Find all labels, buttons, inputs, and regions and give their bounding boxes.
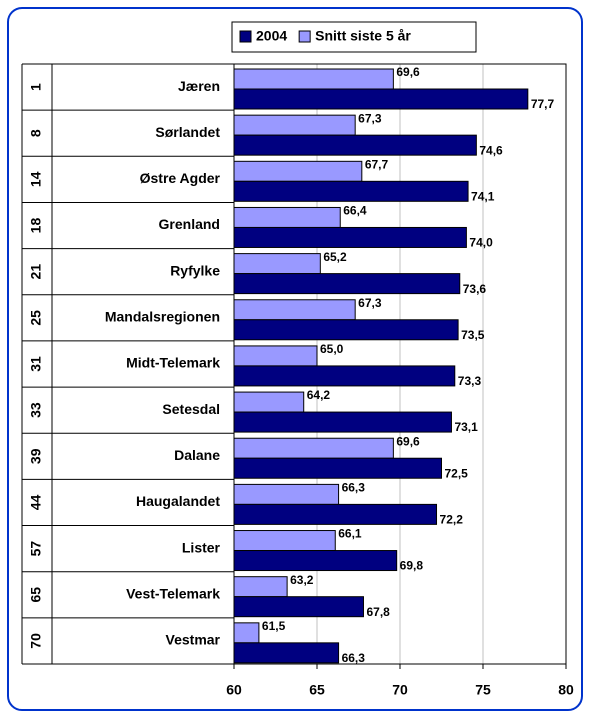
rank-label: 39 — [28, 448, 44, 464]
category-label: Midt-Telemark — [126, 355, 220, 371]
bar — [233, 642, 340, 664]
x-tick-label: 75 — [475, 682, 491, 698]
category-label: Mandalsregionen — [105, 309, 220, 325]
category-label: Jæren — [178, 78, 220, 94]
bar — [233, 391, 305, 413]
rank-label: 8 — [28, 129, 44, 137]
legend-label: Snitt siste 5 år — [315, 28, 411, 44]
legend-label: 2004 — [256, 28, 287, 44]
bar — [233, 530, 336, 552]
value-label: 73,1 — [454, 420, 478, 434]
bar — [233, 206, 341, 228]
rank-label: 1 — [28, 83, 44, 91]
bar — [233, 503, 438, 525]
value-label: 66,1 — [338, 527, 362, 541]
legend-swatch — [239, 30, 252, 43]
value-label: 74,6 — [479, 143, 503, 157]
bar — [233, 180, 469, 202]
rank-label: 14 — [28, 171, 44, 187]
bar — [233, 226, 467, 248]
x-tick-label: 60 — [226, 682, 242, 698]
x-tick-label: 65 — [309, 682, 325, 698]
category-label: Lister — [182, 539, 221, 555]
value-label: 67,7 — [365, 157, 389, 171]
rank-label: 65 — [28, 587, 44, 603]
bar — [233, 345, 318, 367]
category-label: Ryfylke — [170, 262, 220, 278]
value-label: 67,8 — [366, 605, 390, 619]
rank-label: 25 — [28, 310, 44, 326]
rank-label: 31 — [28, 356, 44, 372]
category-label: Vest-Telemark — [126, 585, 220, 601]
category-label: Dalane — [174, 447, 220, 463]
value-label: 73,5 — [461, 328, 485, 342]
value-label: 69,6 — [396, 65, 420, 79]
value-label: 64,2 — [307, 388, 331, 402]
value-label: 69,6 — [396, 434, 420, 448]
bar — [233, 622, 260, 644]
rank-label: 33 — [28, 402, 44, 418]
value-label: 66,3 — [342, 481, 366, 495]
value-label: 67,3 — [358, 296, 382, 310]
bar — [233, 457, 442, 479]
plot-border — [233, 63, 567, 665]
category-label: Østre Agder — [140, 170, 221, 186]
value-label: 66,4 — [343, 204, 367, 218]
bar — [233, 365, 456, 387]
bar — [233, 273, 461, 295]
category-label: Haugalandet — [136, 493, 220, 509]
rank-label: 21 — [28, 264, 44, 280]
bar — [233, 88, 529, 110]
bar — [233, 114, 356, 136]
x-tick-label: 70 — [392, 682, 408, 698]
value-label: 72,2 — [440, 513, 464, 527]
value-label: 61,5 — [262, 619, 286, 633]
value-label: 73,6 — [463, 282, 487, 296]
legend-swatch — [298, 30, 311, 43]
value-label: 74,0 — [469, 236, 493, 250]
bar — [233, 576, 288, 598]
value-label: 65,0 — [320, 342, 344, 356]
bar — [233, 483, 340, 505]
category-label: Grenland — [159, 216, 220, 232]
value-label: 63,2 — [290, 573, 314, 587]
bar — [233, 411, 452, 433]
bar — [233, 319, 459, 341]
bar — [233, 68, 394, 90]
rank-label: 44 — [28, 494, 44, 510]
value-label: 73,3 — [458, 374, 482, 388]
rank-label: 18 — [28, 218, 44, 234]
bar — [233, 437, 394, 459]
x-tick-label: 80 — [558, 682, 574, 698]
value-label: 72,5 — [445, 466, 469, 480]
value-label: 74,1 — [471, 189, 495, 203]
bar — [233, 160, 363, 182]
category-label: Vestmar — [166, 632, 221, 648]
value-label: 67,3 — [358, 111, 382, 125]
legend-box — [231, 21, 477, 53]
bar — [233, 299, 356, 321]
value-label: 66,3 — [342, 651, 366, 665]
rank-label: 57 — [28, 541, 44, 557]
value-label: 69,8 — [400, 559, 424, 573]
bar — [233, 596, 364, 618]
category-label: Setesdal — [162, 401, 220, 417]
bar — [233, 550, 398, 572]
bar — [233, 134, 477, 156]
rank-label: 70 — [28, 633, 44, 649]
value-label: 77,7 — [531, 97, 555, 111]
value-label: 65,2 — [323, 250, 347, 264]
category-label: Sørlandet — [155, 124, 220, 140]
bar — [233, 253, 321, 275]
